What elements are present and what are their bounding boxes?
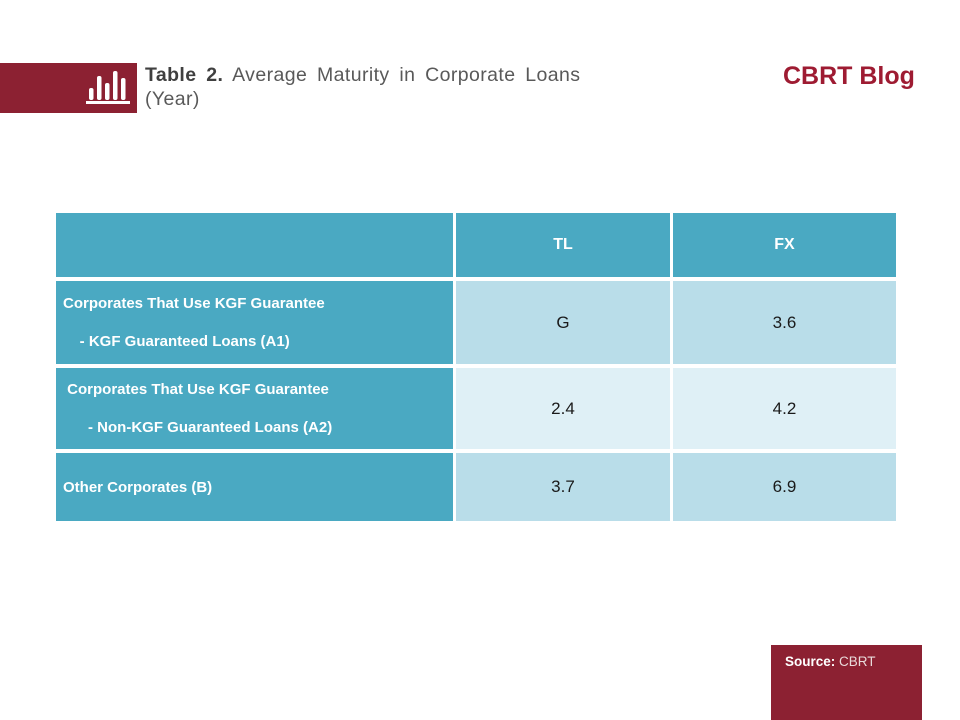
row-label-line: Other Corporates (B) bbox=[63, 478, 213, 496]
table-row-label-b: Other Corporates (B) bbox=[56, 453, 453, 521]
table-row-label-a2: Corporates That Use KGF Guarantee - Non-… bbox=[56, 368, 453, 449]
table-header-empty bbox=[56, 213, 453, 277]
source-label: Source: bbox=[785, 654, 836, 669]
row-label-line: - Non-KGF Guaranteed Loans (A2) bbox=[63, 419, 333, 436]
row-label-line: Corporates That Use KGF Guarantee bbox=[63, 381, 329, 398]
table-cell-b-fx: 6.9 bbox=[673, 453, 896, 521]
cbrt-blog-wordmark: CBRT Blog bbox=[783, 62, 915, 90]
row-label-line: Corporates That Use KGF Guarantee bbox=[63, 295, 325, 312]
source-box: Source: CBRT bbox=[771, 645, 922, 720]
table-header-fx: FX bbox=[673, 213, 896, 277]
table-header-tl: TL bbox=[456, 213, 670, 277]
bar-chart-icon bbox=[86, 71, 130, 104]
table-cell-a2-fx: 4.2 bbox=[673, 368, 896, 449]
maturity-table: TL FX Corporates That Use KGF Guarantee … bbox=[56, 213, 896, 521]
table-cell-a1-fx: 3.6 bbox=[673, 281, 896, 364]
figure-title-number: Table 2. bbox=[145, 64, 224, 86]
brand-bar bbox=[0, 63, 137, 113]
table-cell-b-tl: 3.7 bbox=[456, 453, 670, 521]
table-cell-a2-tl: 2.4 bbox=[456, 368, 670, 449]
table-cell-a1-tl: G bbox=[456, 281, 670, 364]
row-label-line: - KGF Guaranteed Loans (A1) bbox=[63, 333, 290, 350]
figure-title: Table 2. Average Maturity in Corporate L… bbox=[145, 64, 665, 111]
table-row-label-a1: Corporates That Use KGF Guarantee - KGF … bbox=[56, 281, 453, 364]
source-value: CBRT bbox=[835, 654, 876, 669]
figure-title-text: Average Maturity in Corporate Loans bbox=[223, 64, 581, 86]
figure-title-unit: (Year) bbox=[145, 87, 200, 110]
